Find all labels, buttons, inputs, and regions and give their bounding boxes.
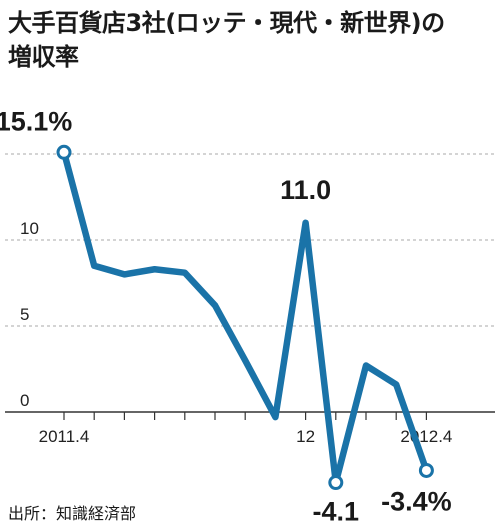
data-label: -3.4% [381, 486, 452, 516]
y-tick-label-10: 10 [20, 219, 39, 238]
chart-title-line2: 増収率 [8, 43, 79, 71]
y-tick-label-0: 0 [20, 391, 29, 410]
data-label: 15.1% [0, 106, 72, 136]
source-note: 出所：知識経済部 [8, 504, 137, 523]
series-line [60, 149, 430, 486]
data-point-marker [328, 475, 344, 491]
x-tick-label: 2012.4 [400, 427, 452, 446]
data-label: 11.0 [280, 175, 331, 205]
x-tick-label: 2011.4 [39, 427, 90, 446]
chart-title-line1: 大手百貨店3社(ロッテ・現代・新世界)の [8, 9, 445, 37]
x-tick-label: 12 [296, 427, 315, 446]
chart-title: 大手百貨店3社(ロッテ・現代・新世界)の 増収率 [8, 6, 496, 74]
data-point-marker [418, 462, 434, 478]
data-label: -4.1 [313, 497, 360, 527]
y-tick-label-5: 5 [20, 305, 29, 324]
data-point-marker [56, 144, 72, 160]
